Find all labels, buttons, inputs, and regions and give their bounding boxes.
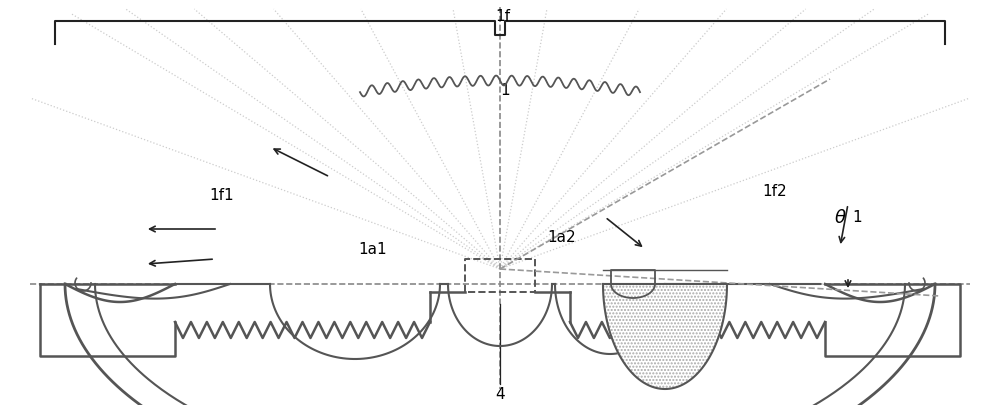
Text: 1f1: 1f1 [210,187,234,202]
Text: θ: θ [834,209,846,226]
Text: 1a1: 1a1 [359,242,387,257]
Text: 4: 4 [495,386,505,401]
Text: 1f2: 1f2 [763,184,787,199]
Text: 3: 3 [638,302,648,317]
Text: 1: 1 [500,82,510,97]
Text: 1: 1 [852,210,862,225]
Text: 1f: 1f [496,9,511,23]
Text: 1a2: 1a2 [548,230,576,245]
Text: 2: 2 [680,302,690,317]
Polygon shape [603,284,727,389]
